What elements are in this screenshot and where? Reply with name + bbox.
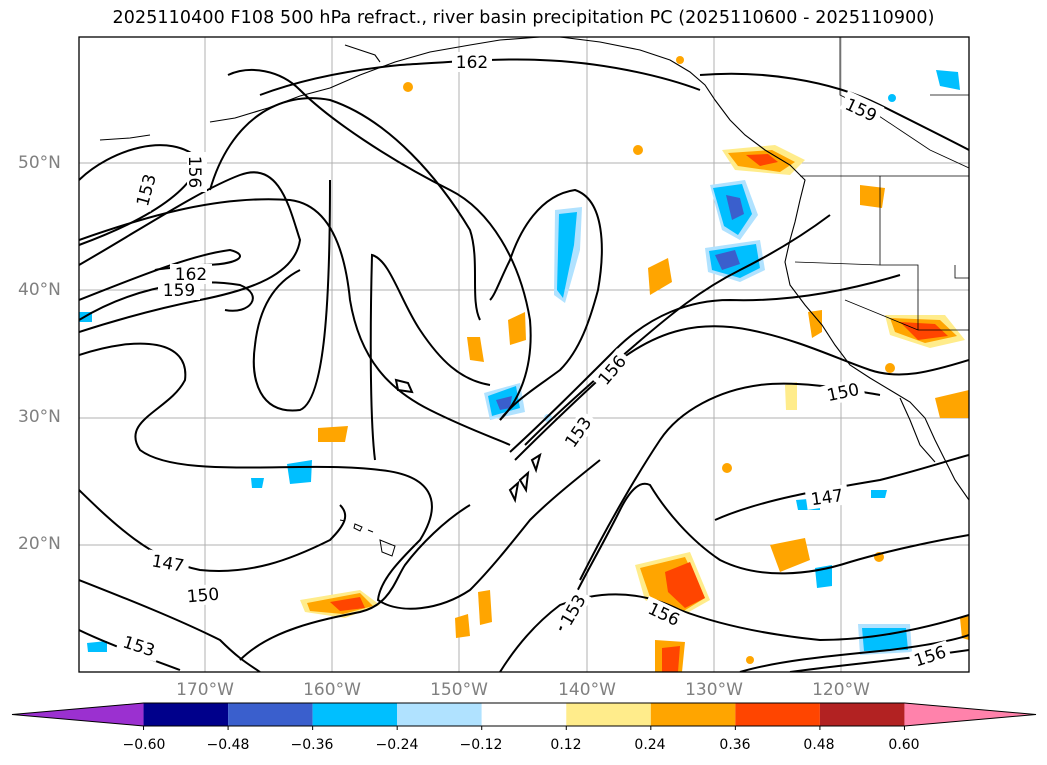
lon-label: 160°W [303, 680, 361, 700]
map-frame [78, 36, 970, 673]
contour-label: 156 [184, 156, 204, 188]
lon-label: 140°W [558, 680, 616, 700]
chart-title: 2025110400 F108 500 hPa refract., river … [112, 8, 935, 28]
colorbar-segment [143, 703, 229, 726]
map-frame-bg [79, 37, 969, 672]
colorbar-tick-label: 0.36 [719, 737, 751, 753]
colorbar-segment [12, 703, 144, 726]
colorbar-segment [735, 703, 820, 726]
colorbar-tick-label: −0.24 [375, 737, 419, 753]
colorbar [11, 702, 1037, 730]
lat-label: 30°N [18, 407, 61, 427]
contour-label: 147 [810, 486, 845, 510]
lat-label: 40°N [18, 280, 61, 300]
contour-label: 162 [456, 53, 488, 73]
refractivity-contours [79, 58, 969, 672]
colorbar-segment [312, 703, 398, 726]
colorbar-tick-label: 0.48 [803, 737, 835, 753]
lon-label: 150°W [430, 680, 488, 700]
colorbar-segment [650, 703, 736, 726]
colorbar-tick-label: 0.12 [550, 737, 582, 753]
lon-label: 120°W [812, 680, 870, 700]
colorbar-tick-label: 0.60 [888, 737, 920, 753]
colorbar-tick-label: −0.36 [290, 737, 334, 753]
lon-label: 170°W [176, 680, 234, 700]
colorbar-segment [397, 703, 482, 726]
lon-label: 130°W [685, 680, 743, 700]
colorbar-tick-label: −0.60 [122, 737, 166, 753]
lat-label: 20°N [18, 534, 61, 554]
contour-label: 159 [163, 281, 195, 301]
coastline [99, 37, 969, 501]
borders [794, 37, 969, 331]
contour-label: 150 [186, 585, 220, 608]
colorbar-segment [566, 703, 651, 726]
colorbar-tick-label: −0.12 [459, 737, 503, 753]
colorbar-segment [819, 703, 905, 726]
colorbar-tick-label: −0.48 [206, 737, 250, 753]
lat-label: 50°N [18, 153, 61, 173]
colorbar-tick-label: 0.24 [634, 737, 666, 753]
colorbar-segment [228, 703, 313, 726]
colorbar-segment [481, 703, 567, 726]
colorbar-segment [904, 703, 1036, 726]
